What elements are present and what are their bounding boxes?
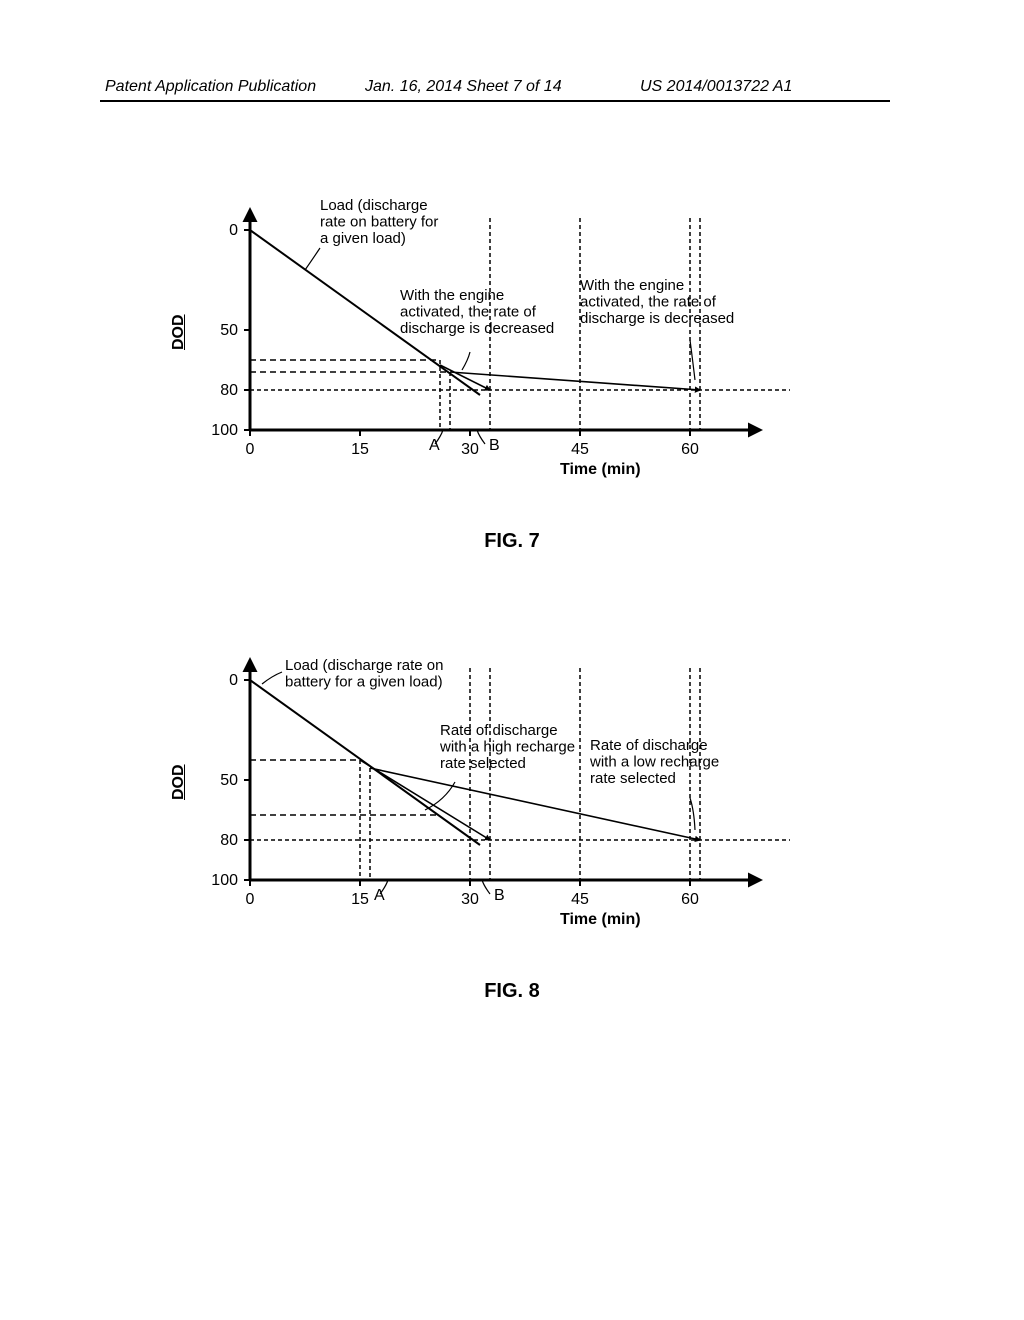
svg-text:60: 60 [681, 441, 699, 458]
svg-text:B: B [494, 887, 505, 904]
svg-text:80: 80 [220, 832, 238, 849]
svg-text:30: 30 [461, 891, 479, 908]
svg-text:Rate of dischargewith a high r: Rate of dischargewith a high rechargerat… [439, 722, 575, 772]
figure-7: DOD 0 50 80 100 0 15 30 45 60 Time (min) A B Load (d… [150, 200, 870, 560]
svg-text:45: 45 [571, 891, 589, 908]
svg-text:0: 0 [229, 222, 238, 239]
svg-text:0: 0 [246, 891, 255, 908]
svg-text:100: 100 [211, 422, 238, 439]
svg-text:60: 60 [681, 891, 699, 908]
figure-8: DOD 0 50 80 100 0 15 30 45 60 Time (min) A B Load (d… [150, 650, 870, 1010]
svg-text:100: 100 [211, 872, 238, 889]
fig7-caption: FIG. 7 [484, 530, 540, 553]
svg-text:50: 50 [220, 322, 238, 339]
svg-text:Load (dischargerate on battery: Load (dischargerate on battery fora give… [320, 197, 438, 247]
svg-text:With the engineactivated, the: With the engineactivated, the rate ofdis… [580, 277, 734, 327]
svg-text:With the engineactivated, the: With the engineactivated, the rate ofdis… [400, 287, 554, 337]
svg-text:15: 15 [351, 441, 369, 458]
fig8-svg: 0 50 80 100 0 15 30 45 60 Time (min) A B Load (disch… [190, 650, 810, 950]
svg-text:45: 45 [571, 441, 589, 458]
svg-text:Rate of dischargewith a low re: Rate of dischargewith a low rechargerate… [589, 737, 719, 787]
svg-text:Time (min): Time (min) [560, 461, 641, 478]
fig8-y-label: DOD [170, 764, 188, 800]
svg-text:30: 30 [461, 441, 479, 458]
svg-text:A: A [429, 437, 440, 454]
svg-text:15: 15 [351, 891, 369, 908]
svg-text:Time (min): Time (min) [560, 911, 641, 928]
svg-text:B: B [489, 437, 500, 454]
fig7-svg: 0 50 80 100 0 15 30 45 60 Time (min) A B Load (disch… [190, 200, 810, 500]
header-publication: Patent Application Publication [105, 78, 316, 96]
header-sheet: Jan. 16, 2014 Sheet 7 of 14 [365, 78, 562, 96]
fig7-y-label: DOD [170, 314, 188, 350]
header-rule [100, 100, 890, 102]
svg-text:0: 0 [229, 672, 238, 689]
header-patent-no: US 2014/0013722 A1 [640, 78, 792, 96]
svg-text:Load (discharge rate onbattery: Load (discharge rate onbattery for a giv… [285, 657, 443, 691]
page: Patent Application Publication Jan. 16, … [0, 0, 1024, 1320]
fig8-caption: FIG. 8 [484, 980, 540, 1003]
svg-text:50: 50 [220, 772, 238, 789]
svg-text:A: A [374, 887, 385, 904]
svg-text:0: 0 [246, 441, 255, 458]
svg-text:80: 80 [220, 382, 238, 399]
